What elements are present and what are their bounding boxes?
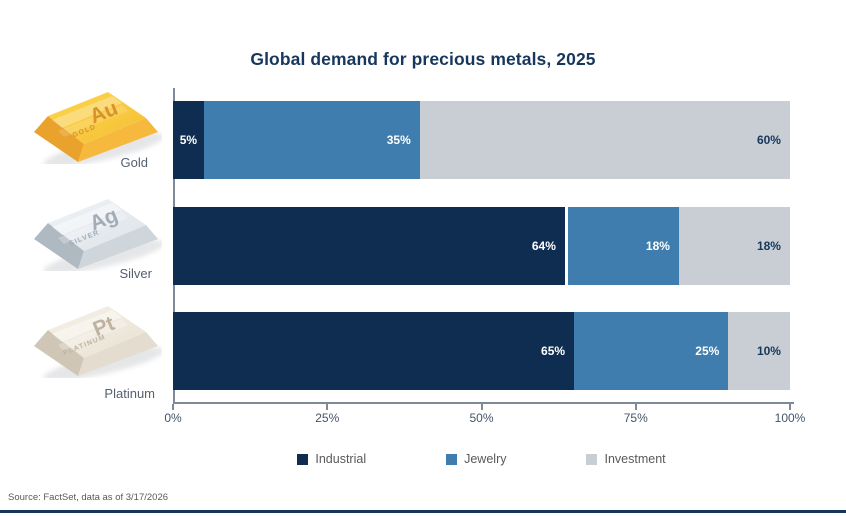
legend-label: Jewelry (464, 452, 507, 466)
legend-label: Industrial (315, 452, 367, 466)
segment-value-label: 5% (179, 133, 198, 147)
segment-gold-jewelry: 35% (203, 101, 420, 179)
metal-label-platinum: Platinum (104, 386, 155, 401)
bar-row-gold: 5% 35% 60% (173, 101, 790, 179)
legend-swatch (297, 453, 309, 465)
segment-value-label: 10% (756, 344, 781, 358)
segment-value-label: 18% (756, 239, 781, 253)
x-axis-tick-label: 100% (774, 411, 806, 425)
x-axis-line (173, 402, 794, 404)
x-axis-tick-marks (172, 404, 791, 411)
bottom-rule (0, 510, 846, 513)
segment-gold-industrial: 5% (173, 101, 204, 179)
x-axis-tick-label: 25% (315, 411, 340, 425)
segment-platinum-investment: 10% (728, 312, 790, 390)
platinum-ingot-icon: Pt PLATINUM (34, 306, 162, 378)
segment-value-label: 60% (756, 133, 781, 147)
x-axis-tick-labels: 0% 25% 50% 75% 100% (164, 411, 805, 427)
segment-platinum-industrial: 65% (173, 312, 575, 390)
segment-value-label: 35% (386, 133, 411, 147)
x-axis-tick-label: 0% (164, 411, 182, 425)
legend: Industrial Jewelry Investment (173, 452, 790, 466)
x-axis-tick-label: 75% (623, 411, 648, 425)
gold-ingot-icon: Au GOLD (34, 92, 162, 164)
legend-label: Investment (604, 452, 666, 466)
chart-title: Global demand for precious metals, 2025 (250, 49, 596, 69)
segment-value-label: 65% (541, 344, 566, 358)
legend-swatch (586, 453, 598, 465)
metal-label-silver: Silver (119, 266, 152, 281)
segment-silver-investment: 18% (678, 207, 790, 285)
segment-silver-industrial: 64% (173, 207, 568, 285)
segment-silver-jewelry: 18% (567, 207, 679, 285)
plot-area: 5% 35% 60% 64% 18% 18% 65% 25% 10% (172, 88, 794, 410)
x-axis-tick (326, 404, 329, 410)
legend-item-industrial: Industrial (297, 452, 366, 466)
x-axis-tick (634, 404, 637, 410)
segment-value-label: 64% (531, 239, 556, 253)
x-axis-tick-label: 50% (469, 411, 494, 425)
x-axis-tick (480, 404, 483, 410)
metal-label-gold: Gold (120, 155, 148, 170)
silver-ingot-icon: Ag SILVER (34, 199, 162, 271)
segment-gold-investment: 60% (419, 101, 790, 179)
segment-value-label: 18% (645, 239, 670, 253)
legend-item-investment: Investment (586, 452, 666, 466)
segment-value-label: 25% (695, 344, 720, 358)
legend-swatch (446, 453, 458, 465)
x-axis-tick (789, 404, 791, 410)
x-axis-tick (172, 404, 174, 410)
source-note: Source: FactSet, data as of 3/17/2026 (8, 492, 169, 503)
segment-platinum-jewelry: 25% (574, 312, 729, 390)
legend-item-jewelry: Jewelry (446, 452, 506, 466)
bar-row-platinum: 65% 25% 10% (173, 312, 790, 390)
bar-row-silver: 64% 18% 18% (173, 207, 790, 285)
